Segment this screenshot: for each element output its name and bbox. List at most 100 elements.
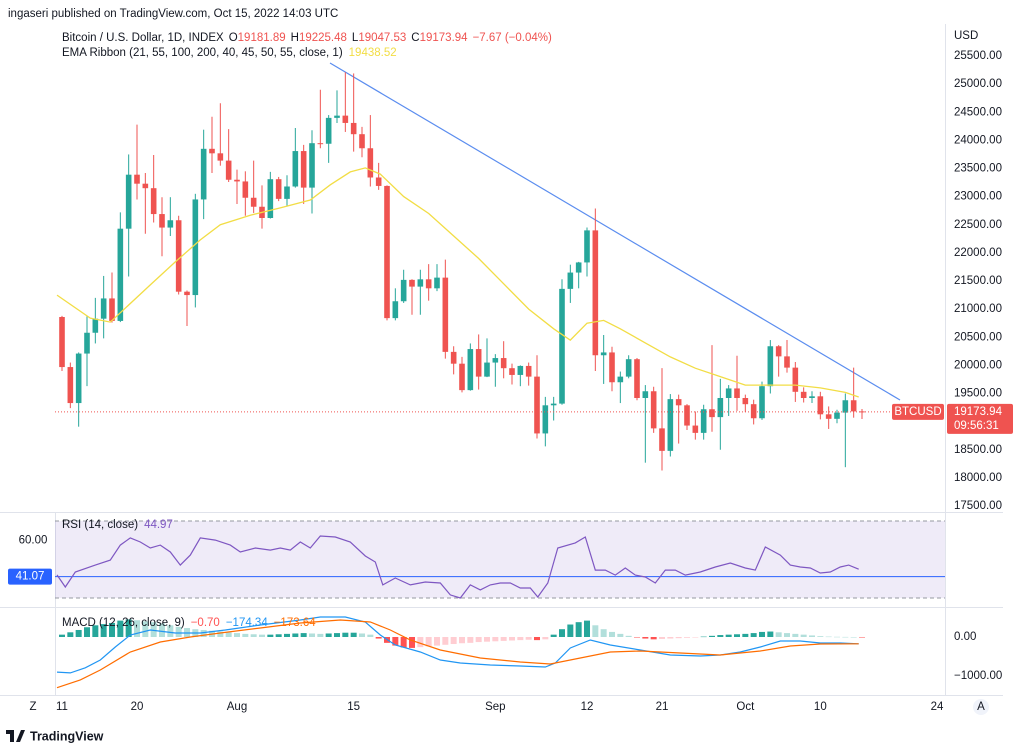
candle-body: [767, 346, 774, 387]
histogram-bar: [167, 625, 174, 637]
candle-body: [509, 368, 515, 375]
trend-line: [329, 62, 901, 401]
histogram-bar: [134, 620, 140, 637]
histogram-bar: [717, 635, 724, 637]
candle-body: [284, 186, 290, 199]
candle-body: [584, 230, 590, 263]
candle-body: [234, 179, 240, 182]
candle-body: [475, 349, 482, 377]
candle-body: [275, 179, 282, 199]
candle-body: [184, 291, 190, 296]
x-tick-label: Aug: [227, 701, 247, 713]
candle-body: [109, 298, 115, 321]
candle-body: [634, 359, 640, 398]
zoom-button[interactable]: Z: [29, 701, 36, 713]
histogram-bar: [409, 636, 415, 648]
y-tick-label: 18500.00: [954, 444, 1002, 456]
candle-body: [367, 148, 374, 178]
histogram-bar: [525, 636, 532, 640]
candle-body: [525, 365, 532, 377]
candle-body: [550, 403, 557, 406]
legend-value: 19181.89: [238, 32, 286, 44]
candle-body: [242, 181, 249, 198]
candle-body: [559, 288, 565, 404]
histogram-bar: [150, 622, 157, 637]
y-tick-label: 24500.00: [954, 106, 1002, 118]
histogram-bar: [275, 634, 282, 637]
histogram-bar: [234, 633, 240, 637]
candle-body: [625, 359, 632, 377]
symbol-tag: [892, 403, 944, 420]
candle-body: [467, 349, 474, 391]
legend-value: −174.34: [226, 617, 268, 629]
candle-body: [217, 153, 224, 161]
candle-body: [442, 277, 449, 352]
candle-body: [267, 179, 274, 219]
histogram-bar: [734, 634, 740, 637]
legend-value: 19173.94: [420, 32, 469, 44]
line: [56, 167, 859, 398]
auto-button[interactable]: A: [977, 701, 985, 713]
histogram-bar: [825, 636, 832, 638]
candle-body: [792, 367, 799, 392]
legend: Bitcoin / U.S. Dollar, 1D, INDEX O19181.8…: [62, 32, 552, 44]
histogram-bar: [709, 635, 715, 637]
histogram-bar: [300, 633, 307, 637]
legend-value: 44.97: [144, 519, 173, 531]
histogram-bar: [767, 631, 774, 637]
histogram-bar: [659, 636, 665, 639]
y-tick-label: 17500.00: [954, 500, 1002, 512]
candle-body: [542, 405, 549, 434]
candle-body: [459, 363, 465, 391]
candle-body: [117, 228, 124, 321]
histogram-bar: [675, 636, 682, 639]
histogram-bar: [809, 635, 815, 637]
histogram-bar: [859, 636, 865, 638]
histogram-bar: [67, 632, 74, 637]
candle-body: [292, 151, 299, 187]
currency: USD: [954, 30, 978, 42]
auto-button-bg[interactable]: [973, 699, 989, 715]
histogram-bar: [575, 622, 582, 637]
histogram-bar: [92, 625, 99, 637]
candle-body: [742, 397, 749, 405]
candle-body: [700, 409, 707, 433]
y-tick-label: −1000.00: [954, 670, 1002, 682]
histogram-bar: [759, 631, 765, 637]
candle-body: [750, 404, 757, 419]
histogram-bar: [475, 636, 482, 643]
legend-value: 19438.52: [349, 47, 397, 59]
histogram-bar: [325, 633, 332, 637]
candle-body: [350, 122, 357, 135]
candle-body: [775, 346, 782, 357]
candle-body: [200, 148, 207, 200]
histogram-bar: [434, 636, 440, 646]
histogram-bar: [642, 636, 649, 639]
candle-body: [734, 388, 740, 398]
candle-body: [500, 358, 507, 369]
candle-body: [709, 409, 715, 418]
candle-body: [809, 396, 815, 398]
price-tag: [947, 403, 1013, 434]
line: [56, 535, 859, 599]
histogram-bar: [684, 636, 690, 638]
histogram-bar: [334, 633, 340, 637]
candle-body: [784, 356, 790, 368]
histogram-bar: [425, 636, 432, 647]
y-tick-label: 25000.00: [954, 78, 1002, 90]
candle-body: [159, 214, 165, 228]
x-tick-label: 15: [347, 701, 360, 713]
candle-body: [759, 386, 765, 419]
candle-body: [317, 143, 324, 145]
histogram-bar: [342, 632, 349, 637]
histogram-bar: [692, 636, 699, 638]
legend-title: MACD (12, 26, close, 9): [62, 617, 185, 629]
histogram-bar: [834, 636, 840, 638]
histogram-bar: [317, 633, 324, 637]
histogram-bar: [617, 633, 624, 637]
histogram-bar: [784, 633, 790, 637]
histogram-bar: [667, 636, 674, 639]
candle-body: [417, 279, 424, 287]
y-tick-label: 22000.00: [954, 247, 1002, 259]
candle-body: [92, 318, 99, 333]
